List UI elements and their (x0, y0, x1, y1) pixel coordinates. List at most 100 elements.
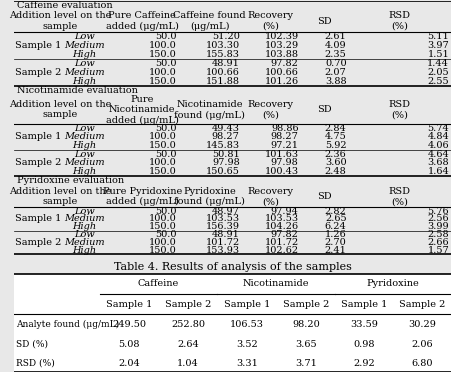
Text: Analyte found (μg/mL): Analyte found (μg/mL) (16, 320, 120, 329)
Text: 150.0: 150.0 (149, 50, 176, 59)
Text: 0.98: 0.98 (354, 340, 375, 349)
Text: Sample 1: Sample 1 (15, 214, 62, 223)
Text: 103.29: 103.29 (264, 41, 299, 50)
Text: 106.53: 106.53 (230, 320, 264, 329)
Text: 103.30: 103.30 (206, 41, 239, 50)
Text: 2.66: 2.66 (428, 238, 449, 247)
Text: 101.72: 101.72 (264, 238, 299, 247)
Text: Sample 1: Sample 1 (224, 300, 270, 309)
Text: SD (%): SD (%) (16, 340, 48, 349)
Text: 104.26: 104.26 (264, 222, 299, 231)
Text: 150.0: 150.0 (149, 77, 176, 86)
Text: 48.91: 48.91 (212, 230, 239, 239)
Text: RSD
(%): RSD (%) (389, 100, 410, 119)
Text: 100.0: 100.0 (149, 68, 176, 77)
Text: Recovery
(%): Recovery (%) (248, 100, 294, 119)
Text: Sample 2: Sample 2 (15, 158, 62, 167)
Text: 97.21: 97.21 (271, 141, 299, 150)
Text: Medium: Medium (64, 41, 105, 50)
Text: 150.0: 150.0 (149, 141, 176, 150)
Text: SD: SD (317, 17, 331, 26)
Text: 51.20: 51.20 (212, 32, 239, 41)
Text: High: High (72, 222, 97, 231)
Text: 4.84: 4.84 (428, 132, 449, 141)
Text: 50.0: 50.0 (155, 206, 176, 216)
Text: Caffeine found
(μg/mL): Caffeine found (μg/mL) (174, 12, 246, 31)
Text: Low: Low (74, 59, 95, 68)
Text: 2.65: 2.65 (325, 214, 346, 223)
Text: 97.82: 97.82 (271, 230, 299, 239)
Text: 153.93: 153.93 (206, 246, 239, 254)
Text: 100.0: 100.0 (149, 41, 176, 50)
Text: 30.29: 30.29 (408, 320, 436, 329)
Text: 6.80: 6.80 (411, 359, 433, 368)
Text: 101.72: 101.72 (205, 238, 239, 247)
Text: 4.75: 4.75 (325, 132, 346, 141)
Text: Low: Low (74, 206, 95, 216)
Text: 2.36: 2.36 (325, 150, 346, 159)
Text: 100.0: 100.0 (149, 158, 176, 167)
Text: SD: SD (317, 105, 331, 114)
Text: Pyridoxine: Pyridoxine (367, 279, 419, 288)
Text: 150.0: 150.0 (149, 222, 176, 231)
Text: 2.07: 2.07 (325, 68, 346, 77)
Text: Pyridoxine
found (μg/mL): Pyridoxine found (μg/mL) (175, 187, 245, 206)
Text: 3.97: 3.97 (428, 41, 449, 50)
Text: 3.71: 3.71 (295, 359, 317, 368)
Text: 98.20: 98.20 (292, 320, 320, 329)
Text: High: High (72, 167, 97, 176)
Text: 100.66: 100.66 (206, 68, 239, 77)
Text: 2.92: 2.92 (354, 359, 375, 368)
Text: 2.06: 2.06 (411, 340, 433, 349)
Text: 100.66: 100.66 (265, 68, 299, 77)
Text: 4.06: 4.06 (428, 141, 449, 150)
Text: 252.80: 252.80 (171, 320, 205, 329)
Text: 150.0: 150.0 (149, 246, 176, 254)
Text: Nicotinamide
found (μg/mL): Nicotinamide found (μg/mL) (175, 100, 245, 119)
Text: 49.43: 49.43 (212, 124, 239, 132)
Text: 2.05: 2.05 (428, 68, 449, 77)
Text: 3.31: 3.31 (236, 359, 258, 368)
Text: 2.61: 2.61 (325, 32, 346, 41)
Text: Sample 2: Sample 2 (399, 300, 445, 309)
Text: Sample 1: Sample 1 (15, 41, 62, 50)
Text: 6.24: 6.24 (325, 222, 346, 231)
Text: 98.27: 98.27 (271, 132, 299, 141)
Text: 2.82: 2.82 (325, 206, 346, 216)
Text: Sample 2: Sample 2 (283, 300, 329, 309)
Text: Pyridoxine evaluation: Pyridoxine evaluation (17, 176, 124, 185)
Text: 100.0: 100.0 (149, 132, 176, 141)
Text: High: High (72, 141, 97, 150)
Text: 5.92: 5.92 (325, 141, 346, 150)
Text: 155.83: 155.83 (206, 50, 239, 59)
Text: 2.04: 2.04 (118, 359, 140, 368)
Text: 50.0: 50.0 (155, 59, 176, 68)
Text: 98.86: 98.86 (271, 124, 299, 132)
Text: 150.65: 150.65 (206, 167, 239, 176)
Text: 97.98: 97.98 (212, 158, 239, 167)
Text: 50.0: 50.0 (155, 150, 176, 159)
Text: Pure Caffeine
added (μg/mL): Pure Caffeine added (μg/mL) (106, 12, 179, 31)
Text: Pure Pyridoxine
added (μg/mL): Pure Pyridoxine added (μg/mL) (102, 187, 182, 206)
Text: 101.26: 101.26 (264, 77, 299, 86)
Text: 5.76: 5.76 (428, 206, 449, 216)
Text: 1.04: 1.04 (177, 359, 199, 368)
Text: 2.48: 2.48 (325, 167, 346, 176)
Text: Sample 2: Sample 2 (165, 300, 211, 309)
Text: 2.55: 2.55 (428, 77, 449, 86)
Text: Low: Low (74, 124, 95, 132)
Text: 101.63: 101.63 (264, 150, 299, 159)
Text: Low: Low (74, 230, 95, 239)
Text: Recovery
(%): Recovery (%) (248, 187, 294, 206)
Text: 50.0: 50.0 (155, 230, 176, 239)
Text: Sample 2: Sample 2 (15, 68, 62, 77)
Text: 2.84: 2.84 (325, 124, 346, 132)
Text: 48.91: 48.91 (212, 59, 239, 68)
Text: 3.68: 3.68 (428, 158, 449, 167)
Text: 3.60: 3.60 (325, 158, 346, 167)
Text: 5.08: 5.08 (118, 340, 140, 349)
Text: 1.26: 1.26 (325, 230, 346, 239)
Text: 2.41: 2.41 (325, 246, 346, 254)
Text: Sample 1: Sample 1 (341, 300, 387, 309)
Text: 100.0: 100.0 (149, 214, 176, 223)
